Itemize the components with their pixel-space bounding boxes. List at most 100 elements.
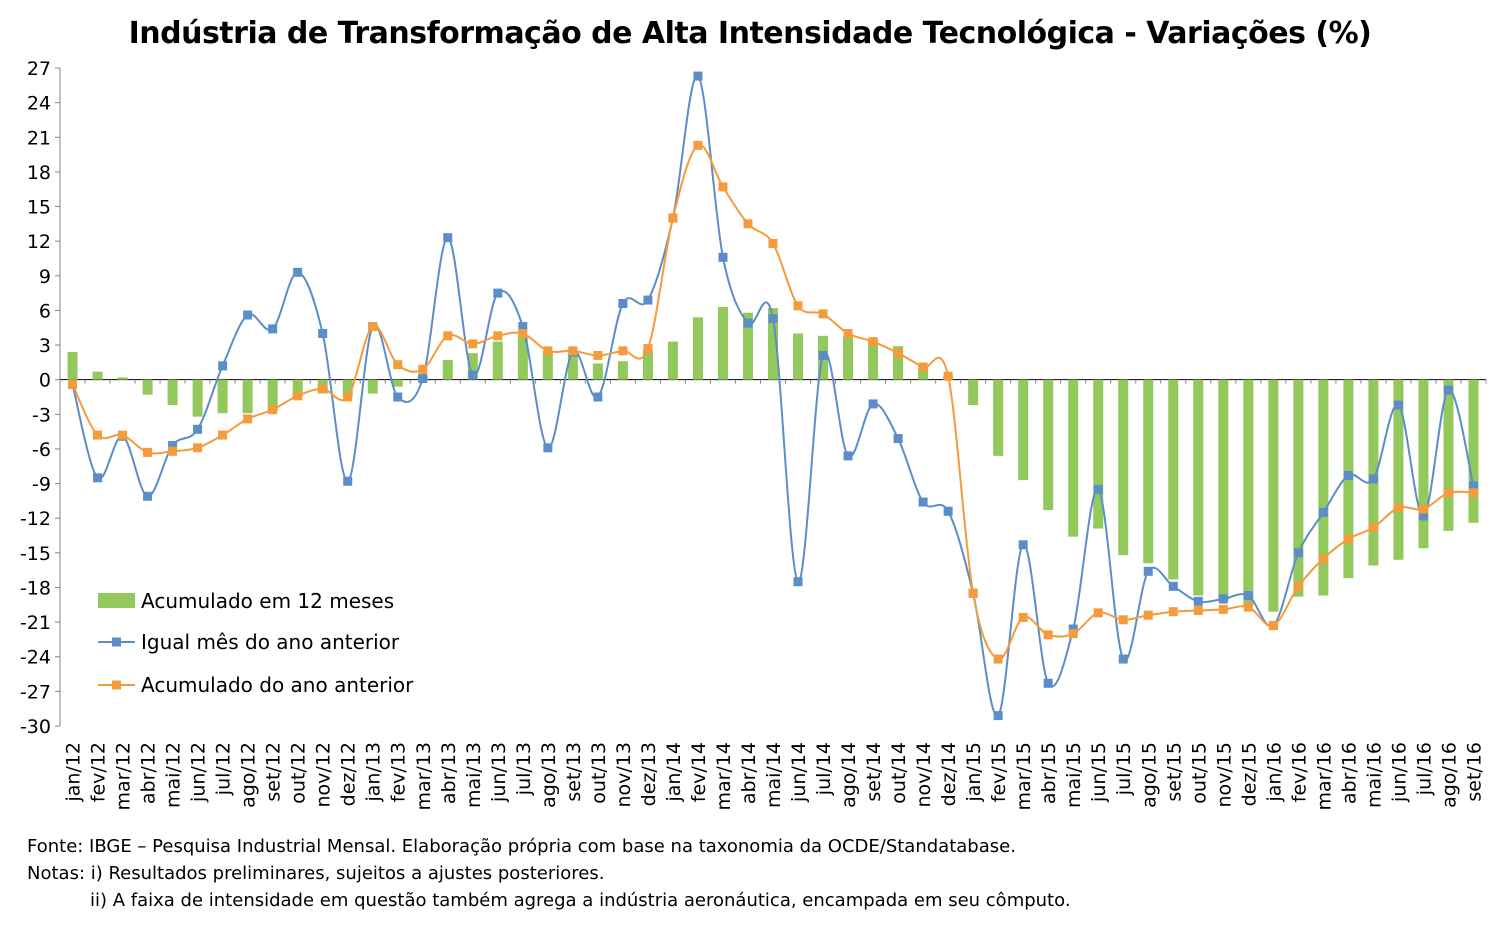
data-point (618, 346, 628, 356)
y-tick-label: -6 (32, 439, 51, 461)
bar (442, 360, 453, 380)
bar (1418, 379, 1429, 549)
x-tick-label: set/15 (1163, 742, 1185, 802)
y-tick-label: 0 (39, 370, 51, 392)
data-point (1143, 566, 1153, 576)
data-point (1068, 629, 1078, 639)
x-tick-label: jun/16 (1388, 742, 1410, 803)
data-point (668, 213, 678, 223)
x-tick-label: dez/13 (638, 742, 660, 806)
bar (767, 308, 779, 380)
data-point (1393, 400, 1403, 410)
data-point (1043, 630, 1053, 640)
note-2: ii) A faixa de intensidade em questão ta… (90, 890, 1071, 911)
data-point (1218, 604, 1228, 614)
bar-series (67, 306, 1479, 612)
x-tick-label: abr/16 (1338, 742, 1360, 804)
x-tick-label: jan/14 (663, 742, 685, 803)
y-tick-label: -30 (20, 716, 51, 738)
y-tick-label: 9 (39, 266, 51, 288)
data-point (1343, 534, 1353, 544)
data-point (993, 711, 1003, 721)
data-point (593, 350, 603, 360)
bar (542, 350, 553, 380)
data-point (193, 424, 203, 434)
data-point (518, 322, 528, 332)
bar (742, 312, 753, 380)
data-point (868, 337, 878, 347)
y-tick-label: 12 (27, 231, 51, 253)
legend-swatch (98, 593, 135, 608)
bar (367, 379, 378, 394)
bar (1368, 379, 1379, 566)
data-point (293, 267, 303, 277)
data-point (1268, 621, 1278, 631)
data-point (1118, 615, 1128, 625)
data-point (1443, 385, 1453, 395)
x-tick-label: mai/12 (163, 742, 185, 808)
data-point (218, 361, 228, 371)
data-point (593, 392, 603, 402)
x-tick-label: mar/14 (713, 742, 735, 811)
bar (1218, 379, 1229, 602)
data-point (1393, 503, 1403, 513)
data-point (168, 446, 178, 456)
y-tick-label: 27 (27, 58, 51, 80)
data-point (143, 491, 153, 501)
data-point (918, 362, 928, 372)
x-tick-label: mar/16 (1313, 742, 1335, 811)
data-point (468, 370, 478, 380)
bar (67, 351, 78, 380)
x-tick-label: mar/15 (1013, 742, 1035, 811)
data-point (1243, 602, 1253, 612)
bar (692, 317, 703, 380)
bar (142, 379, 153, 395)
y-tick-label: -21 (20, 612, 51, 634)
data-point (1168, 607, 1178, 617)
data-point (718, 252, 728, 262)
data-point (493, 331, 503, 341)
data-point (893, 434, 903, 444)
data-point (1068, 624, 1078, 634)
bar (717, 306, 728, 380)
data-point (1018, 540, 1028, 550)
legend-label: Igual mês do ano anterior (141, 630, 400, 654)
data-point (718, 182, 728, 192)
y-tick-label: 3 (39, 335, 51, 357)
data-point (343, 392, 353, 402)
x-tick-label: ago/15 (1138, 742, 1160, 808)
data-point (418, 374, 428, 384)
x-tick-label: nov/14 (913, 742, 935, 808)
data-point (168, 440, 178, 450)
x-tick-label: mai/13 (463, 742, 485, 808)
series-line (71, 144, 1474, 661)
data-point (118, 430, 128, 440)
data-point (1368, 522, 1378, 532)
bar (968, 379, 979, 406)
data-point (543, 443, 553, 453)
y-tick-label: -9 (32, 474, 51, 496)
bar (1468, 379, 1479, 523)
data-point (443, 331, 453, 341)
x-tick-label: jul/16 (1413, 742, 1435, 796)
data-point (893, 348, 903, 358)
data-point (318, 329, 328, 339)
data-point (143, 447, 153, 457)
data-point (568, 346, 578, 356)
bar (918, 364, 929, 380)
data-point (1093, 608, 1103, 618)
legend-label: Acumulado do ano anterior (141, 673, 414, 697)
x-tick-label: nov/13 (613, 742, 635, 808)
data-point (393, 360, 403, 370)
data-point (1418, 511, 1428, 521)
legend-label: Acumulado em 12 meses (141, 589, 394, 613)
bar (1243, 379, 1254, 606)
bar (1118, 379, 1129, 556)
legend-marker (112, 680, 121, 690)
bar (793, 333, 804, 380)
chart-notes: Fonte: IBGE – Pesquisa Industrial Mensal… (27, 833, 1071, 914)
x-tick-label: ago/12 (238, 742, 260, 808)
y-tick-label: -15 (20, 543, 51, 565)
data-point (643, 295, 653, 305)
bar (242, 379, 253, 414)
